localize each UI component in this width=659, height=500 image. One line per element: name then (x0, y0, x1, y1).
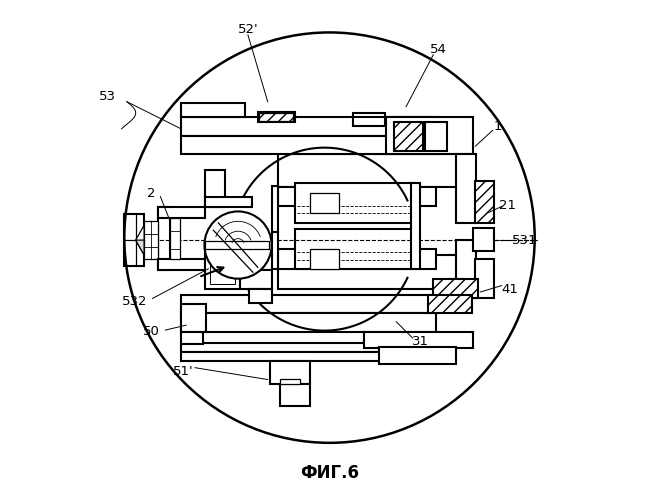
Bar (475, 181, 494, 223)
Polygon shape (136, 226, 144, 255)
Bar (455, 240, 476, 298)
Text: 53: 53 (98, 90, 115, 103)
Bar (379, 348, 455, 364)
Bar (258, 112, 295, 122)
Bar (364, 332, 473, 348)
Bar (272, 232, 277, 269)
Bar (181, 118, 436, 137)
Text: 2: 2 (147, 186, 156, 200)
Text: ФИГ.6: ФИГ.6 (300, 464, 359, 481)
Bar (353, 112, 386, 117)
Text: 1: 1 (494, 120, 502, 133)
Bar (277, 154, 473, 186)
Bar (434, 278, 478, 298)
Bar (158, 207, 170, 270)
Bar (277, 256, 473, 288)
Bar (310, 193, 339, 213)
Text: 31: 31 (413, 335, 430, 348)
Polygon shape (136, 240, 144, 255)
Bar (259, 112, 293, 122)
Text: 50: 50 (143, 325, 160, 338)
Bar (411, 183, 420, 269)
Bar (280, 378, 300, 384)
Bar (280, 384, 310, 406)
Bar (158, 259, 205, 270)
Bar (473, 228, 494, 252)
Bar (210, 254, 235, 284)
Bar (249, 288, 272, 304)
Bar (277, 186, 436, 206)
Circle shape (204, 212, 272, 278)
Bar (181, 102, 245, 118)
Bar (181, 136, 436, 154)
Text: 52': 52' (238, 24, 258, 36)
Text: 531: 531 (512, 234, 538, 246)
Bar (475, 259, 494, 298)
Text: 21: 21 (499, 199, 516, 212)
Text: 51': 51' (173, 364, 194, 378)
Bar (158, 207, 205, 218)
Bar (455, 154, 476, 223)
Bar (181, 344, 448, 352)
Bar (144, 222, 158, 259)
Bar (181, 332, 204, 344)
Bar (181, 294, 436, 314)
Bar (205, 170, 225, 207)
Text: 41: 41 (501, 283, 519, 296)
Bar (295, 229, 414, 269)
Bar (310, 249, 339, 269)
Bar (181, 304, 206, 332)
Bar (272, 186, 277, 232)
Bar (181, 313, 436, 332)
Text: 532: 532 (121, 296, 147, 308)
Bar (239, 270, 272, 288)
Bar (353, 116, 386, 126)
Bar (205, 197, 252, 207)
Text: 54: 54 (430, 44, 447, 56)
Bar (425, 122, 447, 151)
Bar (386, 118, 473, 154)
Bar (394, 122, 424, 151)
Bar (270, 361, 310, 384)
Bar (181, 352, 448, 361)
Bar (295, 183, 414, 223)
Bar (205, 241, 269, 248)
Bar (277, 249, 436, 269)
Bar (125, 214, 144, 266)
Bar (428, 294, 472, 314)
Bar (170, 218, 180, 259)
Bar (205, 249, 239, 288)
